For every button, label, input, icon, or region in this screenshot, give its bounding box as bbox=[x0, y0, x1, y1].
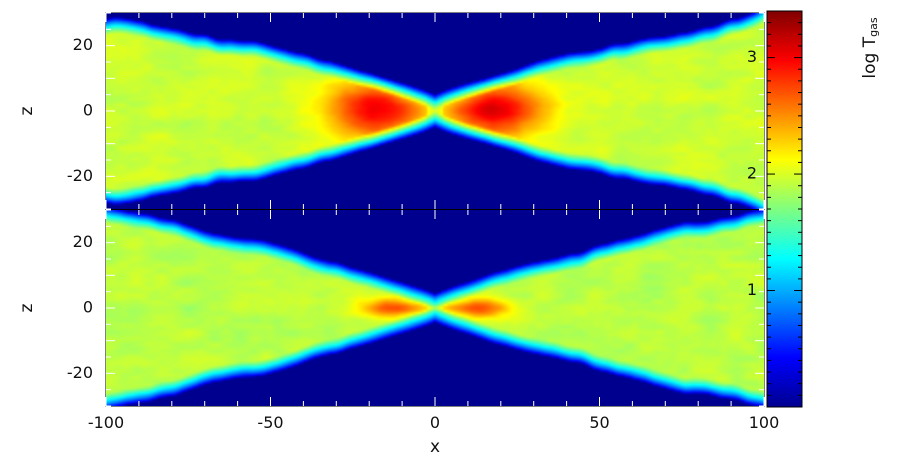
colorbar-tick-label: 2 bbox=[747, 164, 757, 183]
y-tick-label: 0 bbox=[83, 298, 93, 317]
x-axis-label: x bbox=[430, 437, 440, 457]
x-tick-label: -50 bbox=[257, 413, 283, 432]
colorbar-tick-label: 3 bbox=[747, 47, 757, 66]
x-tick-labels: -100 -50 0 50 100 bbox=[88, 413, 779, 432]
colorbar-ticks bbox=[767, 10, 802, 408]
x-tick-label: 50 bbox=[589, 413, 609, 432]
colorbar-gradient bbox=[766, 10, 803, 408]
colorbar-label: log Tgas bbox=[860, 17, 880, 78]
panel-top-ticks bbox=[105, 12, 765, 210]
panel-bottom: -20 0 20 z bbox=[17, 209, 765, 407]
panel-bottom-ylabel: z bbox=[17, 303, 37, 312]
panel-bottom-heatmap bbox=[106, 210, 764, 406]
y-tick-label: 20 bbox=[73, 232, 93, 251]
panel-bottom-ticks bbox=[105, 209, 765, 407]
x-tick-label: 0 bbox=[430, 413, 440, 432]
colorbar-label-subscript: gas bbox=[867, 17, 880, 37]
y-tick-label: 20 bbox=[73, 35, 93, 54]
y-tick-label: 0 bbox=[83, 101, 93, 120]
colorbar-tick-label: 1 bbox=[747, 280, 757, 299]
panel-top: -20 0 20 z bbox=[17, 12, 765, 210]
y-tick-label: -20 bbox=[67, 166, 93, 185]
panel-top-heatmap bbox=[106, 13, 764, 209]
panel-bottom-y-tick-labels: -20 0 20 bbox=[67, 232, 93, 382]
panel-top-ylabel: z bbox=[17, 106, 37, 115]
colorbar-tick-labels: 1 2 3 bbox=[747, 47, 757, 299]
colorbar-label-main: log T bbox=[860, 36, 880, 78]
colorbar: 1 2 3 log Tgas bbox=[747, 10, 880, 408]
x-tick-label: 100 bbox=[749, 413, 780, 432]
x-tick-label: -100 bbox=[88, 413, 124, 432]
y-tick-label: -20 bbox=[67, 363, 93, 382]
panel-top-y-tick-labels: -20 0 20 bbox=[67, 35, 93, 185]
